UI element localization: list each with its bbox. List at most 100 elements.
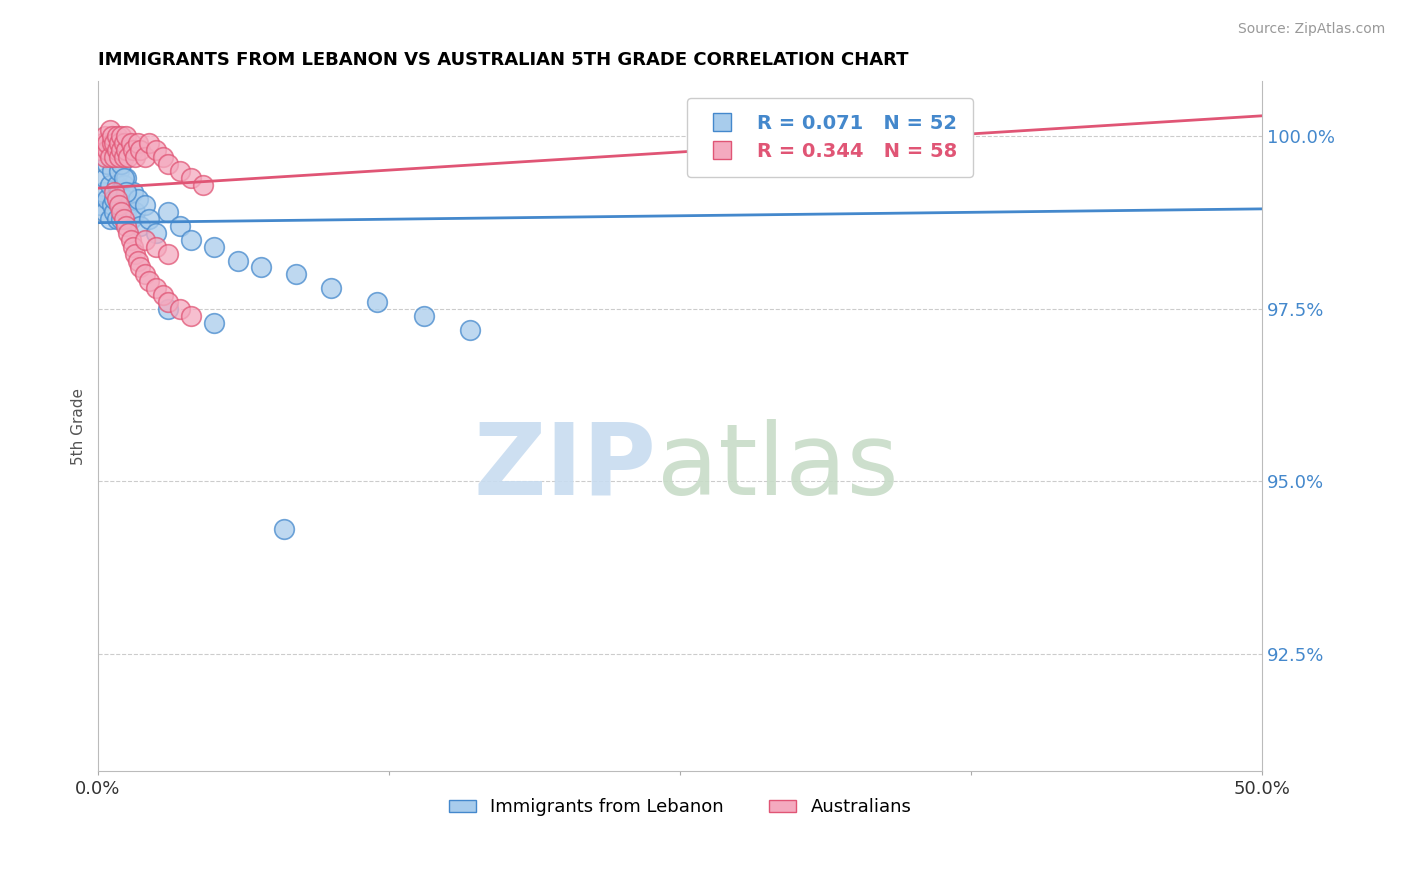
Point	[124, 246, 146, 260]
Point	[110, 198, 132, 212]
Point	[103, 150, 125, 164]
Point	[112, 212, 135, 227]
Point	[91, 136, 114, 151]
Point	[105, 192, 128, 206]
Point	[152, 150, 174, 164]
Point	[96, 143, 118, 157]
Point	[101, 129, 124, 144]
Legend: Immigrants from Lebanon, Australians: Immigrants from Lebanon, Australians	[441, 791, 918, 823]
Point	[112, 192, 135, 206]
Point	[105, 129, 128, 144]
Point	[101, 164, 124, 178]
Point	[105, 212, 128, 227]
Point	[145, 240, 167, 254]
Point	[115, 205, 138, 219]
Point	[112, 136, 135, 151]
Point	[98, 212, 121, 227]
Point	[169, 164, 191, 178]
Point	[124, 205, 146, 219]
Point	[145, 281, 167, 295]
Point	[105, 136, 128, 151]
Point	[134, 268, 156, 282]
Text: ZIP: ZIP	[474, 419, 657, 516]
Point	[112, 170, 135, 185]
Point	[108, 185, 131, 199]
Point	[94, 129, 117, 144]
Point	[169, 219, 191, 233]
Point	[120, 136, 142, 151]
Point	[413, 309, 436, 323]
Point	[145, 143, 167, 157]
Point	[127, 136, 149, 151]
Y-axis label: 5th Grade: 5th Grade	[72, 387, 86, 465]
Point	[89, 198, 111, 212]
Point	[98, 122, 121, 136]
Point	[115, 219, 138, 233]
Point	[94, 205, 117, 219]
Point	[122, 185, 145, 199]
Point	[112, 178, 135, 192]
Point	[110, 143, 132, 157]
Point	[191, 178, 214, 192]
Point	[115, 185, 138, 199]
Point	[94, 170, 117, 185]
Point	[127, 192, 149, 206]
Point	[110, 212, 132, 227]
Text: IMMIGRANTS FROM LEBANON VS AUSTRALIAN 5TH GRADE CORRELATION CHART: IMMIGRANTS FROM LEBANON VS AUSTRALIAN 5T…	[98, 51, 908, 69]
Point	[180, 233, 202, 247]
Point	[108, 164, 131, 178]
Point	[180, 309, 202, 323]
Point	[103, 136, 125, 151]
Point	[115, 143, 138, 157]
Point	[108, 143, 131, 157]
Point	[180, 170, 202, 185]
Point	[98, 178, 121, 192]
Point	[124, 150, 146, 164]
Point	[152, 288, 174, 302]
Point	[120, 233, 142, 247]
Point	[94, 150, 117, 164]
Point	[89, 143, 111, 157]
Point	[112, 150, 135, 164]
Point	[156, 157, 179, 171]
Point	[98, 150, 121, 164]
Point	[115, 170, 138, 185]
Point	[120, 212, 142, 227]
Point	[110, 129, 132, 144]
Point	[273, 523, 295, 537]
Point	[108, 136, 131, 151]
Point	[110, 205, 132, 219]
Point	[319, 281, 342, 295]
Point	[122, 143, 145, 157]
Point	[156, 205, 179, 219]
Point	[129, 143, 152, 157]
Point	[226, 253, 249, 268]
Point	[91, 185, 114, 199]
Point	[96, 157, 118, 171]
Point	[117, 198, 139, 212]
Point	[108, 150, 131, 164]
Point	[460, 322, 482, 336]
Point	[127, 253, 149, 268]
Point	[134, 198, 156, 212]
Point	[117, 150, 139, 164]
Point	[96, 192, 118, 206]
Point	[156, 301, 179, 316]
Point	[156, 294, 179, 309]
Text: Source: ZipAtlas.com: Source: ZipAtlas.com	[1237, 22, 1385, 37]
Point	[250, 260, 273, 275]
Point	[103, 205, 125, 219]
Point	[204, 316, 226, 330]
Point	[105, 143, 128, 157]
Point	[138, 212, 160, 227]
Point	[103, 185, 125, 199]
Point	[134, 150, 156, 164]
Point	[156, 246, 179, 260]
Point	[129, 219, 152, 233]
Point	[129, 260, 152, 275]
Point	[103, 192, 125, 206]
Point	[115, 129, 138, 144]
Point	[169, 301, 191, 316]
Point	[117, 226, 139, 240]
Point	[110, 157, 132, 171]
